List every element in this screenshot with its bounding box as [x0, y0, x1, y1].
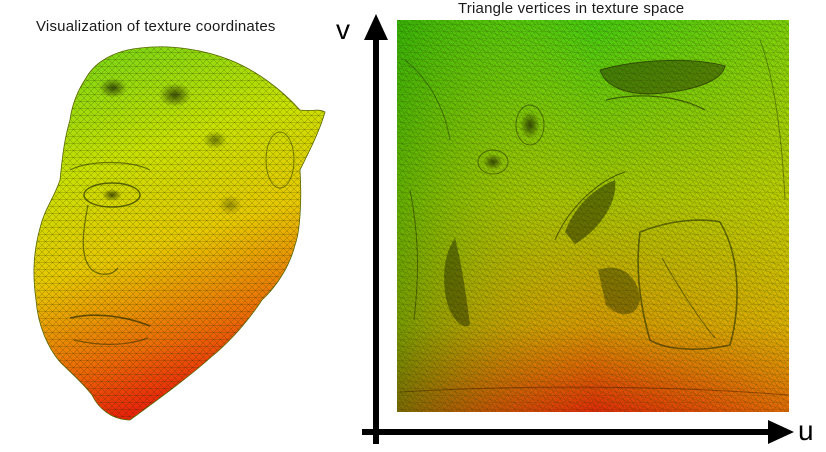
v-axis-arrow	[364, 14, 388, 444]
uv-map-illustration	[397, 20, 789, 412]
v-axis-label: v	[336, 14, 350, 45]
u-axis-label: u	[798, 415, 814, 446]
u-axis-arrow	[362, 420, 794, 444]
right-caption: Triangle vertices in texture space	[458, 0, 685, 17]
left-caption: Visualization of texture coordinates	[36, 18, 276, 35]
head-mesh-illustration	[33, 46, 326, 421]
